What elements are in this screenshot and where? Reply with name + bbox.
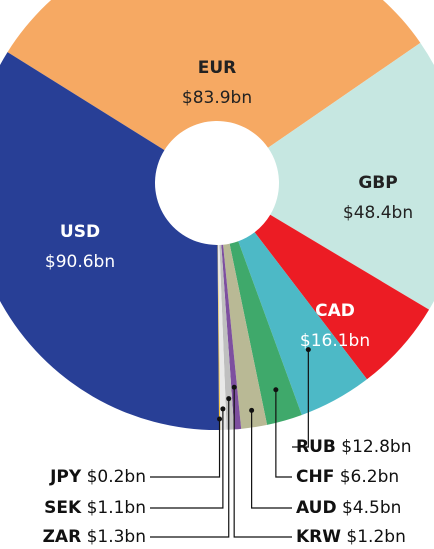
callout-value: $12.8bn — [341, 437, 411, 457]
callout-label: JPY $0.2bn — [49, 467, 146, 487]
callout-line — [251, 410, 292, 509]
callout-line — [275, 389, 292, 478]
donut-slice — [217, 244, 221, 430]
slice-value: $83.9bn — [182, 88, 252, 108]
callout-label: ZAR $1.3bn — [43, 527, 146, 547]
callout-line — [233, 387, 292, 538]
slice-label: GBP — [358, 173, 397, 193]
callout-name: AUD — [296, 498, 337, 518]
callout-line — [292, 349, 309, 448]
callout-name: SEK — [44, 498, 82, 518]
callout-label: RUB $12.8bn — [296, 437, 412, 457]
donut-slice — [229, 241, 302, 425]
slice-value: $90.6bn — [45, 252, 115, 272]
callout-line — [150, 408, 224, 509]
callout-line — [150, 398, 230, 538]
donut-slice — [7, 0, 421, 151]
slice-value: $48.4bn — [343, 203, 413, 223]
callout-name: KRW — [296, 527, 341, 547]
slice-label: EUR — [198, 58, 237, 78]
donut-slice — [219, 244, 235, 430]
donut-slice — [254, 214, 430, 380]
callout-value: $6.2bn — [340, 467, 399, 487]
callout-label: AUD $4.5bn — [296, 498, 401, 518]
callout-value: $1.3bn — [87, 527, 146, 547]
donut-slice — [217, 244, 227, 430]
callout-name: ZAR — [43, 527, 82, 547]
callout-value: $0.2bn — [87, 467, 146, 487]
callout-name: JPY — [49, 467, 82, 487]
callout-label: SEK $1.1bn — [44, 498, 146, 518]
callout-value: $1.1bn — [87, 498, 146, 518]
slice-value: $16.1bn — [300, 331, 370, 351]
slice-label: USD — [60, 222, 100, 242]
callout-name: RUB — [296, 437, 336, 457]
callout-label: CHF $6.2bn — [296, 467, 399, 487]
callout-value: $4.5bn — [342, 498, 401, 518]
callout-name: CHF — [296, 467, 334, 487]
callout-line — [150, 418, 221, 478]
donut-slice — [221, 244, 242, 430]
donut-slice — [0, 52, 220, 430]
donut-slice — [238, 232, 367, 415]
donut-slice — [223, 243, 268, 429]
callout-label: KRW $1.2bn — [296, 527, 406, 547]
donut-slice — [268, 42, 434, 310]
slice-label: CAD — [315, 301, 355, 321]
callout-value: $1.2bn — [346, 527, 405, 547]
